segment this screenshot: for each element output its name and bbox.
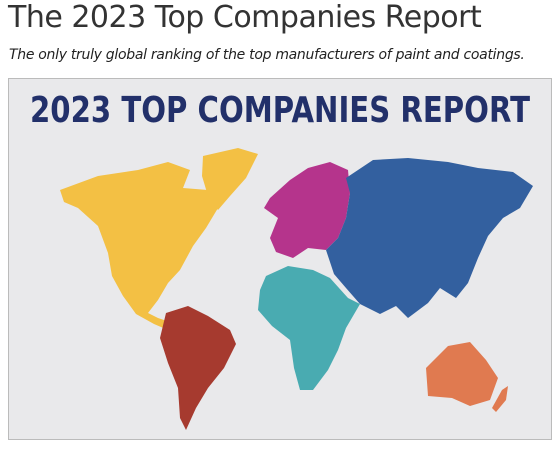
world-map	[60, 148, 533, 430]
south-america	[160, 306, 236, 430]
africa	[258, 266, 360, 390]
page-title: The 2023 Top Companies Report	[8, 0, 482, 35]
asia	[326, 158, 533, 318]
north-america	[60, 162, 218, 330]
page-subtitle: The only truly global ranking of the top…	[9, 47, 525, 63]
new-zealand	[492, 386, 508, 412]
greenland	[202, 148, 258, 210]
banner-title: 2023 TOP COMPANIES REPORT	[30, 90, 530, 131]
europe	[264, 162, 350, 258]
report-image: 2023 TOP COMPANIES REPORT	[8, 78, 552, 440]
australia	[426, 342, 498, 406]
